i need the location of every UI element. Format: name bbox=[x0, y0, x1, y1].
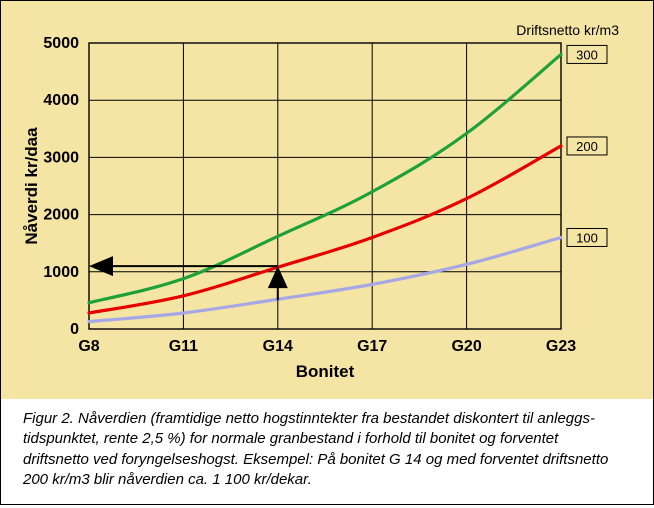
svg-text:G14: G14 bbox=[263, 338, 293, 355]
svg-text:2000: 2000 bbox=[43, 207, 79, 224]
svg-text:200: 200 bbox=[576, 139, 598, 154]
svg-text:5000: 5000 bbox=[43, 35, 79, 52]
svg-text:Nåverdi kr/daa: Nåverdi kr/daa bbox=[22, 127, 41, 245]
svg-text:100: 100 bbox=[576, 230, 598, 245]
figure-caption: Figur 2. Nåverdien (framtidige netto hog… bbox=[1, 399, 653, 504]
caption-line: driftsnetto ved foryngelseshogst. Eksemp… bbox=[23, 450, 631, 470]
caption-line: Figur 2. Nåverdien (framtidige netto hog… bbox=[23, 409, 631, 429]
series-200 bbox=[89, 146, 561, 313]
svg-text:300: 300 bbox=[576, 47, 598, 62]
svg-text:3000: 3000 bbox=[43, 149, 79, 166]
svg-text:G11: G11 bbox=[169, 338, 198, 355]
figure-frame: 0 1000 2000 3000 4000 5000 G8 G11 G14 G17 G20 G23 Bo… bbox=[0, 0, 654, 505]
chart-area: 0 1000 2000 3000 4000 5000 G8 G11 G14 G17 G20 G23 Bo… bbox=[1, 1, 653, 399]
svg-text:G8: G8 bbox=[78, 338, 99, 355]
caption-line: 200 kr/m3 blir nåverdien ca. 1 100 kr/de… bbox=[23, 470, 631, 490]
svg-text:G20: G20 bbox=[451, 338, 481, 355]
svg-text:Bonitet: Bonitet bbox=[296, 362, 355, 381]
svg-text:4000: 4000 bbox=[43, 92, 79, 109]
chart-svg: 0 1000 2000 3000 4000 5000 G8 G11 G14 G17 G20 G23 Bo… bbox=[15, 15, 625, 391]
series-100 bbox=[89, 237, 561, 321]
svg-text:Driftsnetto kr/m3: Driftsnetto kr/m3 bbox=[516, 22, 619, 38]
svg-text:0: 0 bbox=[70, 321, 79, 338]
caption-line: tidspunktet, rente 2,5 %) for normale gr… bbox=[23, 429, 631, 449]
svg-text:1000: 1000 bbox=[43, 264, 79, 281]
svg-text:G17: G17 bbox=[357, 338, 387, 355]
svg-text:G23: G23 bbox=[546, 338, 576, 355]
